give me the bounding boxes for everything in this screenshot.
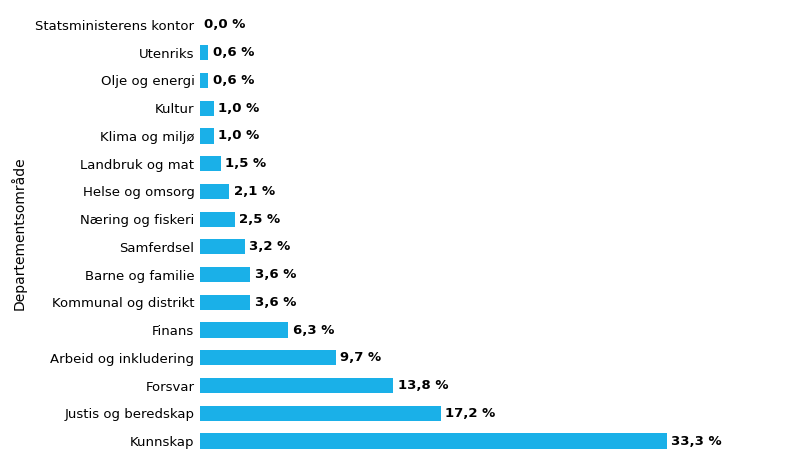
- Text: 1,0 %: 1,0 %: [218, 130, 259, 143]
- Bar: [200, 433, 667, 449]
- Text: 3,6 %: 3,6 %: [254, 296, 296, 309]
- Bar: [200, 350, 336, 365]
- Text: 6,3 %: 6,3 %: [293, 323, 334, 336]
- Text: 0,6 %: 0,6 %: [213, 46, 254, 59]
- Text: 0,0 %: 0,0 %: [204, 19, 246, 32]
- Bar: [200, 184, 230, 199]
- Y-axis label: Departementsområde: Departementsområde: [11, 156, 27, 310]
- Bar: [200, 406, 441, 421]
- Bar: [200, 239, 245, 254]
- Text: 13,8 %: 13,8 %: [398, 379, 448, 392]
- Text: 17,2 %: 17,2 %: [446, 407, 495, 420]
- Bar: [200, 45, 208, 60]
- Bar: [200, 322, 288, 338]
- Text: 2,5 %: 2,5 %: [239, 212, 280, 226]
- Bar: [200, 101, 214, 116]
- Bar: [200, 212, 235, 227]
- Text: 2,1 %: 2,1 %: [234, 185, 274, 198]
- Bar: [200, 267, 250, 282]
- Bar: [200, 73, 208, 88]
- Bar: [200, 295, 250, 310]
- Text: 1,0 %: 1,0 %: [218, 102, 259, 115]
- Text: 1,5 %: 1,5 %: [225, 157, 266, 170]
- Bar: [200, 156, 221, 171]
- Bar: [200, 128, 214, 144]
- Text: 33,3 %: 33,3 %: [671, 434, 722, 447]
- Text: 9,7 %: 9,7 %: [340, 351, 382, 364]
- Text: 3,2 %: 3,2 %: [249, 240, 290, 254]
- Bar: [200, 378, 394, 393]
- Text: 3,6 %: 3,6 %: [254, 268, 296, 281]
- Text: 0,6 %: 0,6 %: [213, 74, 254, 87]
